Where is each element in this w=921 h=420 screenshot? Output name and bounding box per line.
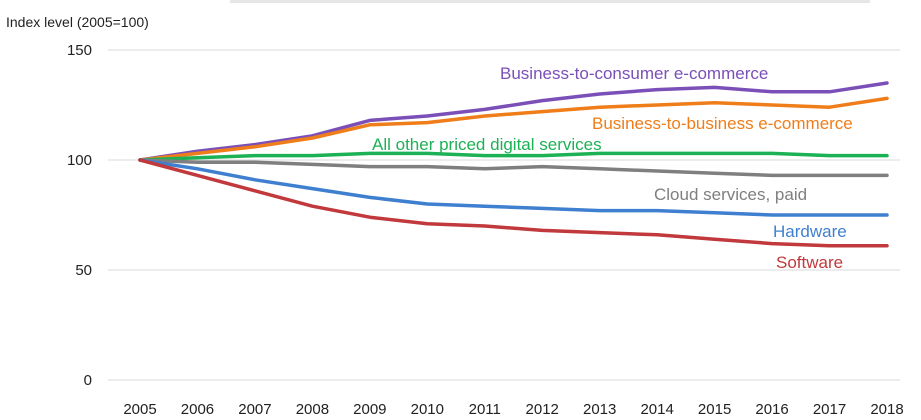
x-tick-label: 2007 (238, 401, 271, 418)
x-tick-label: 2006 (181, 401, 214, 418)
y-tick-label: 150 (67, 42, 92, 59)
x-tick-label: 2017 (813, 401, 846, 418)
series-label: All other priced digital services (372, 135, 602, 154)
y-axis-label: Index level (2005=100) (6, 14, 149, 30)
x-tick-label: 2015 (698, 401, 731, 418)
series-line (138, 158, 889, 178)
series-line (138, 151, 889, 162)
x-tick-label: 2008 (296, 401, 329, 418)
x-tick-label: 2010 (411, 401, 444, 418)
series-line (138, 81, 889, 162)
series-line (138, 158, 889, 217)
series-line (138, 96, 889, 162)
x-tick-label: 2013 (583, 401, 616, 418)
x-tick-label: 2009 (353, 401, 386, 418)
series-line (138, 158, 889, 248)
y-tick-label: 100 (67, 152, 92, 169)
x-tick-label: 2011 (469, 401, 501, 418)
x-tick-label: 2018 (870, 401, 903, 418)
series-label: Software (776, 253, 843, 272)
x-tick-label: 2012 (526, 401, 559, 418)
y-tick-label: 0 (84, 372, 92, 389)
y-tick-label: 50 (75, 262, 92, 279)
series-label: Hardware (773, 222, 847, 241)
x-tick-label: 2014 (640, 401, 673, 418)
x-tick-label: 2016 (755, 401, 788, 418)
series-label: Cloud services, paid (654, 185, 807, 204)
cropped-title-remnant (230, 0, 870, 3)
series-label: Business-to-business e-commerce (592, 114, 853, 133)
series-label: Business-to-consumer e-commerce (500, 64, 768, 83)
x-tick-label: 2005 (123, 401, 156, 418)
